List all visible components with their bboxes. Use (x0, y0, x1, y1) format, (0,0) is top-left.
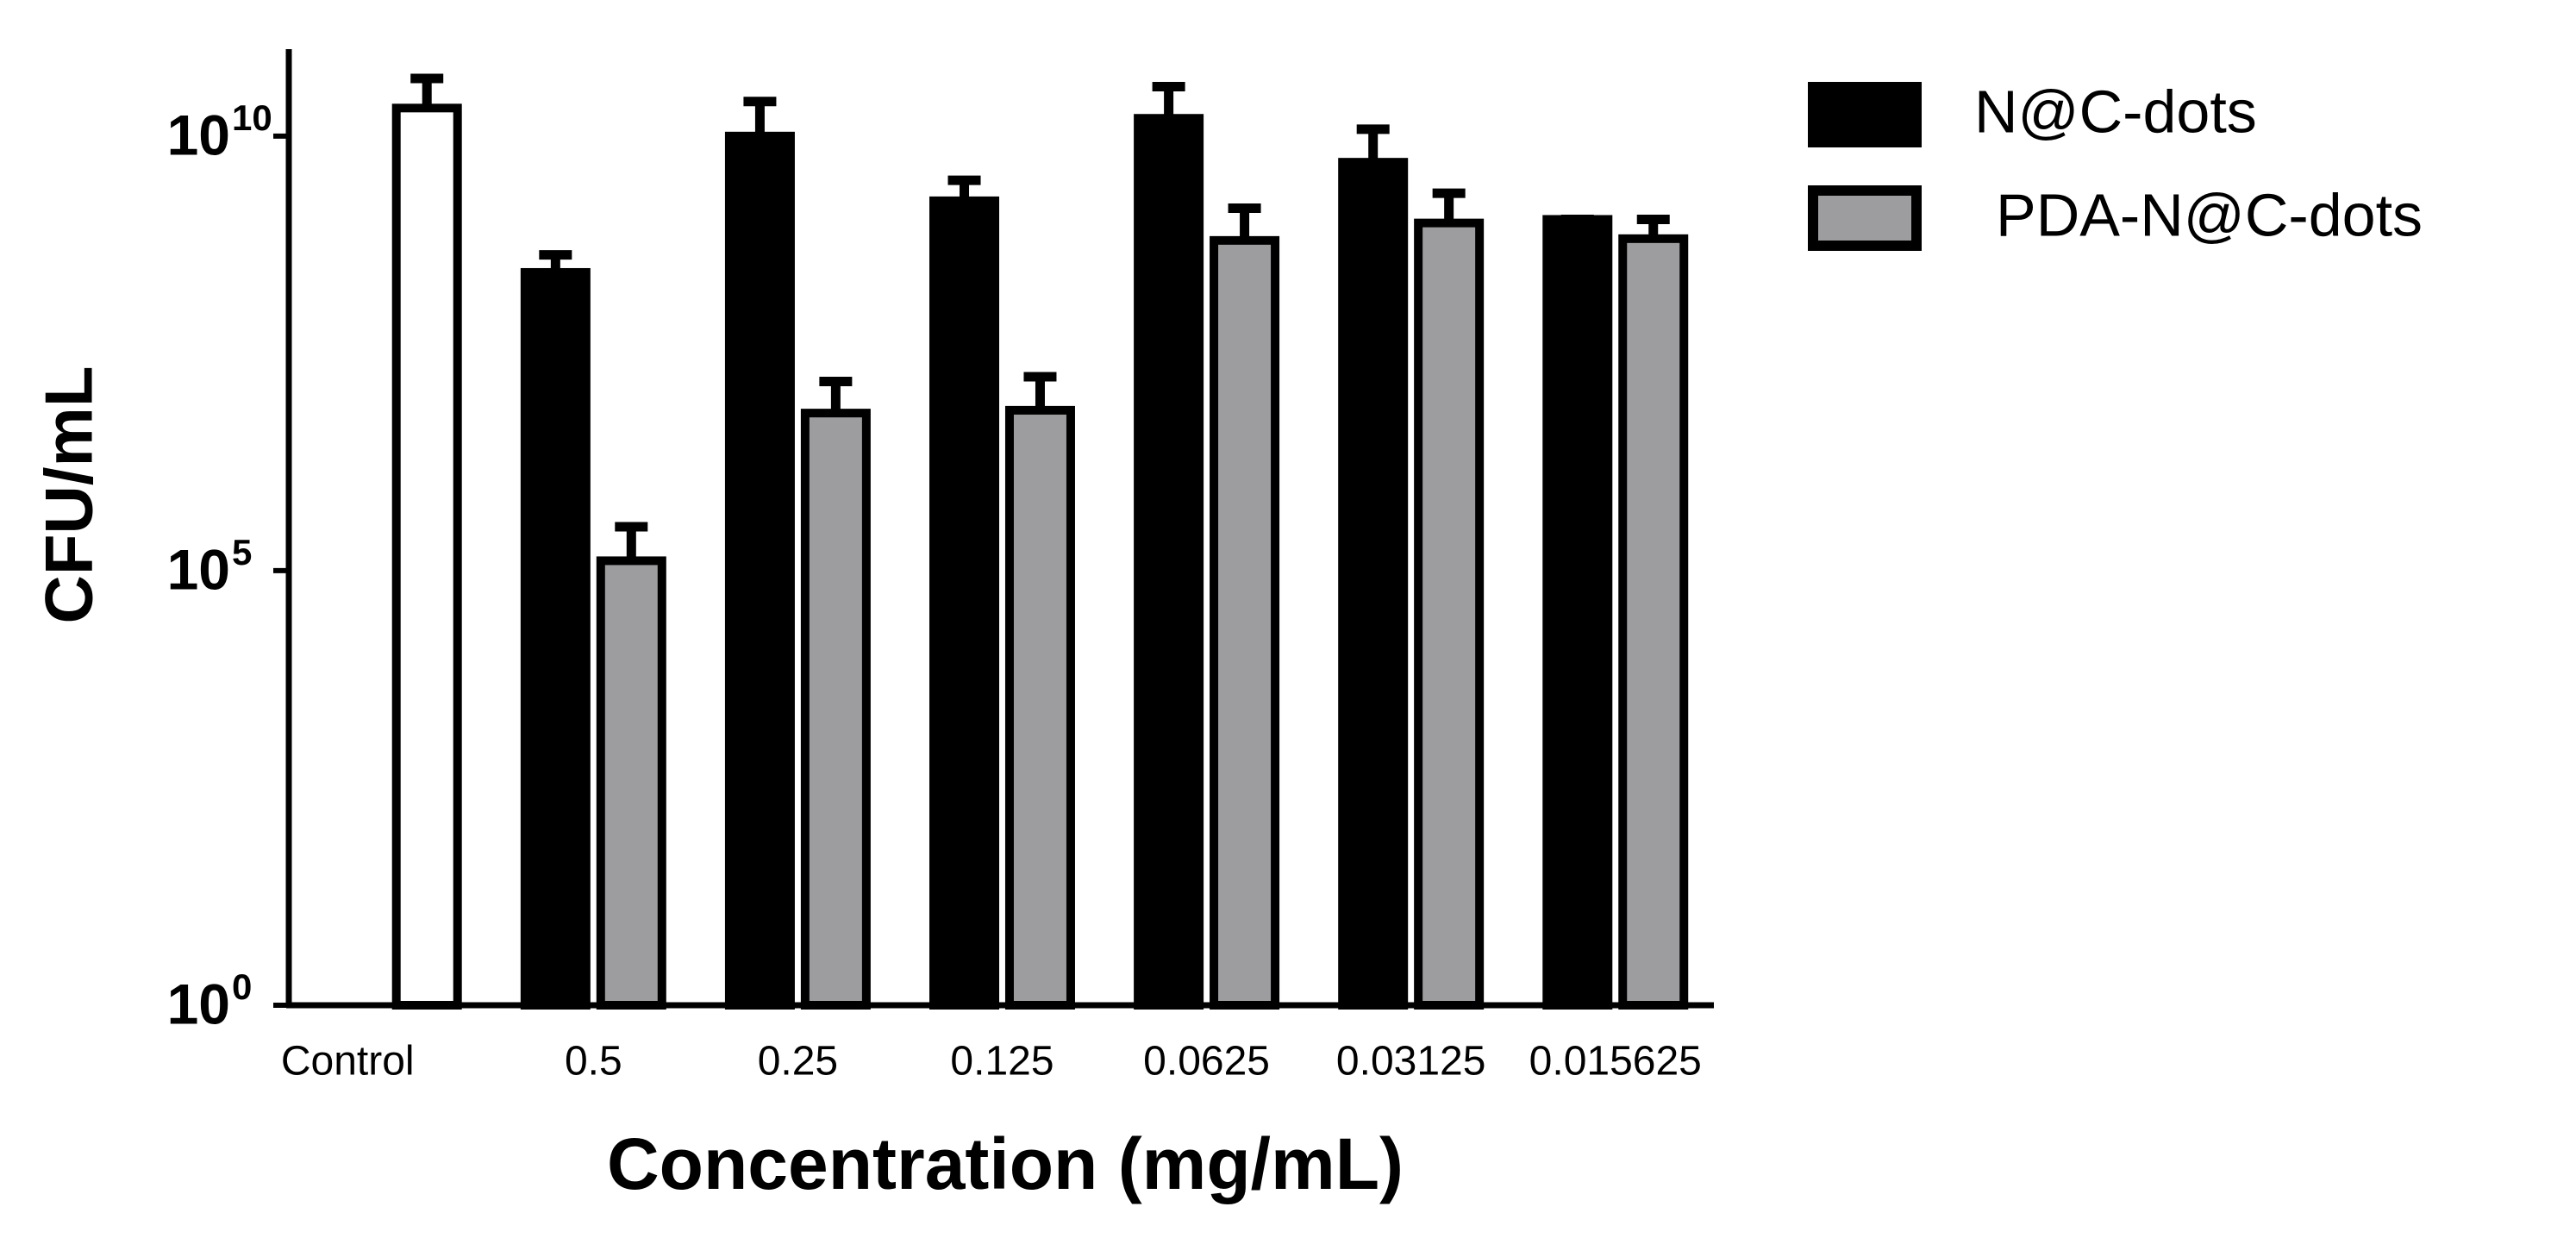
y-tick-exponent: 10 (232, 97, 272, 138)
legend-label: N@C-dots (1974, 78, 2257, 145)
x-tick-label: 0.125 (950, 1039, 1054, 1085)
bar (1414, 218, 1485, 1010)
bar (596, 556, 666, 1010)
bar (1210, 235, 1280, 1010)
x-tick-label: 0.5 (565, 1039, 622, 1085)
bar (724, 131, 795, 1010)
y-tick-exponent: 0 (232, 966, 252, 1007)
bar (391, 103, 462, 1010)
bar (1618, 234, 1689, 1010)
x-tick-label: 0.25 (758, 1039, 838, 1085)
bar (800, 409, 871, 1010)
y-tick-exponent: 5 (232, 532, 252, 572)
x-tick-label: 0.015625 (1529, 1039, 1702, 1085)
x-tick-label: 0.03125 (1336, 1039, 1486, 1085)
y-axis-label: CFU/mL (31, 366, 107, 624)
bar (1004, 405, 1075, 1010)
legend-swatch (1808, 82, 1922, 147)
bar (929, 196, 1000, 1010)
y-tick-label: 10 (167, 537, 230, 601)
x-axis-label: Concentration (mg/mL) (607, 1123, 1404, 1204)
legend-label: PDA-N@C-dots (1996, 181, 2423, 248)
x-tick-label: Control (281, 1039, 415, 1085)
bar (520, 267, 591, 1010)
y-tick-label: 10 (167, 103, 230, 166)
legend-swatch (1808, 185, 1922, 251)
x-tick-label: 0.0625 (1143, 1039, 1270, 1085)
bar (1134, 114, 1204, 1010)
bar (1338, 158, 1409, 1010)
y-tick-label: 10 (167, 972, 230, 1035)
bar (1542, 215, 1613, 1010)
